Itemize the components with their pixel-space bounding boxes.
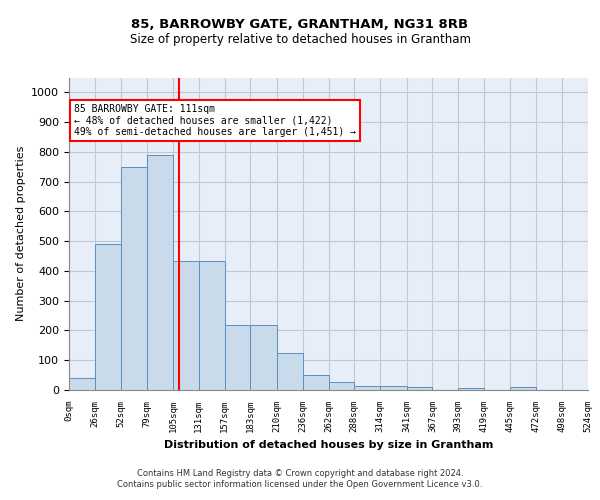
Bar xyxy=(173,260,199,390)
Bar xyxy=(303,375,329,390)
Bar xyxy=(407,387,433,390)
Bar xyxy=(147,155,173,390)
Text: Size of property relative to detached houses in Grantham: Size of property relative to detached ho… xyxy=(130,32,470,46)
Bar xyxy=(199,260,224,390)
Bar xyxy=(380,386,407,390)
Text: 85 BARROWBY GATE: 111sqm
← 48% of detached houses are smaller (1,422)
49% of sem: 85 BARROWBY GATE: 111sqm ← 48% of detach… xyxy=(74,104,356,138)
Text: Contains public sector information licensed under the Open Government Licence v3: Contains public sector information licen… xyxy=(118,480,482,489)
Bar xyxy=(354,386,380,390)
Bar xyxy=(69,378,95,390)
Y-axis label: Number of detached properties: Number of detached properties xyxy=(16,146,26,322)
Bar xyxy=(224,324,250,390)
Bar xyxy=(277,353,303,390)
Bar xyxy=(121,167,147,390)
X-axis label: Distribution of detached houses by size in Grantham: Distribution of detached houses by size … xyxy=(164,440,493,450)
Bar xyxy=(95,244,121,390)
Bar xyxy=(458,388,484,390)
Bar xyxy=(329,382,354,390)
Text: Contains HM Land Registry data © Crown copyright and database right 2024.: Contains HM Land Registry data © Crown c… xyxy=(137,468,463,477)
Text: 85, BARROWBY GATE, GRANTHAM, NG31 8RB: 85, BARROWBY GATE, GRANTHAM, NG31 8RB xyxy=(131,18,469,30)
Bar xyxy=(510,387,536,390)
Bar xyxy=(250,324,277,390)
